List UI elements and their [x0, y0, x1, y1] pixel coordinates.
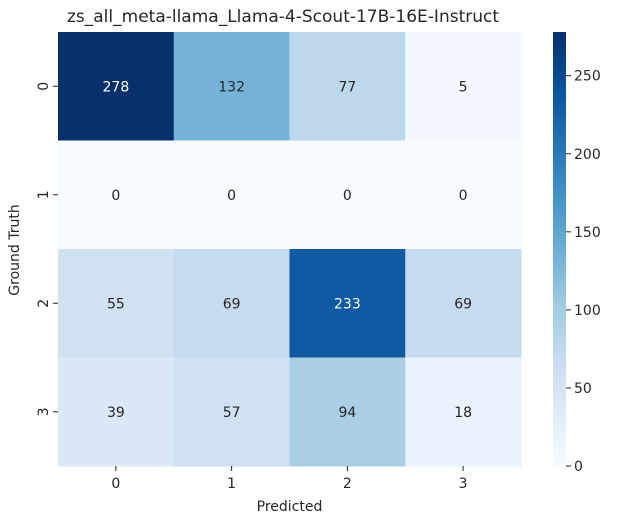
heatmap-cell — [405, 357, 522, 467]
cell-value-label: 69 — [223, 296, 241, 312]
x-tick-label: 3 — [459, 476, 468, 492]
heatmap-cell — [173, 140, 290, 250]
colorbar — [553, 32, 566, 466]
heatmap-cell — [289, 357, 406, 467]
cell-value-label: 57 — [223, 405, 241, 421]
cell-value-label: 0 — [227, 188, 236, 204]
colorbar-tick-label: 50 — [574, 381, 592, 397]
heatmap-cell — [289, 140, 406, 250]
heatmap-cell — [405, 249, 522, 358]
colorbar-tick-label: 100 — [574, 303, 601, 319]
cell-value-label: 132 — [218, 79, 245, 95]
x-tick-label: 1 — [227, 476, 236, 492]
cell-value-label: 39 — [107, 405, 125, 421]
heatmap-cell — [289, 249, 406, 358]
cell-value-label: 0 — [111, 188, 120, 204]
x-tick-label: 2 — [343, 476, 352, 492]
heatmap-cell — [289, 32, 406, 141]
colorbar-tick-label: 200 — [574, 147, 601, 163]
y-tick-label: 1 — [36, 190, 52, 199]
colorbar-tick-label: 250 — [574, 69, 601, 85]
y-tick-label: 2 — [36, 299, 52, 308]
colorbar-tick-label: 150 — [574, 225, 601, 241]
y-tick-label: 0 — [36, 82, 52, 91]
heatmap-cell — [58, 357, 175, 467]
heatmap-cell — [173, 32, 290, 141]
heatmap-cell — [173, 249, 290, 358]
y-axis-label: Ground Truth — [7, 204, 23, 295]
y-tick-label: 3 — [36, 407, 52, 416]
cell-value-label: 94 — [338, 405, 356, 421]
y-axis: 0 1 2 3 — [36, 82, 58, 416]
chart-title: zs_all_meta-llama_Llama-4-Scout-17B-16E-… — [67, 7, 499, 27]
heatmap-cell — [58, 249, 175, 358]
heatmap-cell — [405, 32, 522, 141]
cell-value-label: 278 — [103, 79, 130, 95]
cell-value-label: 18 — [454, 405, 472, 421]
heatmap-cell — [58, 32, 175, 141]
colorbar-ticks: 0 50 100 150 200 250 — [566, 69, 601, 475]
cell-value-label: 233 — [334, 296, 361, 312]
x-axis-label: Predicted — [257, 499, 323, 515]
cell-value-label: 0 — [459, 188, 468, 204]
cell-value-label: 5 — [459, 79, 468, 95]
cell-value-label: 55 — [107, 296, 125, 312]
x-tick-label: 0 — [111, 476, 120, 492]
heatmap-cells: 278 132 77 5 0 0 0 0 55 69 233 69 39 57 94 18 — [58, 32, 522, 467]
colorbar-tick-label: 0 — [574, 459, 583, 475]
x-axis: 0 1 2 3 — [111, 466, 468, 492]
cell-value-label: 69 — [454, 296, 472, 312]
cell-value-label: 77 — [338, 79, 356, 95]
cell-value-label: 0 — [343, 188, 352, 204]
heatmap-cell — [405, 140, 522, 250]
heatmap-cell — [173, 357, 290, 467]
heatmap-cell — [58, 140, 175, 250]
